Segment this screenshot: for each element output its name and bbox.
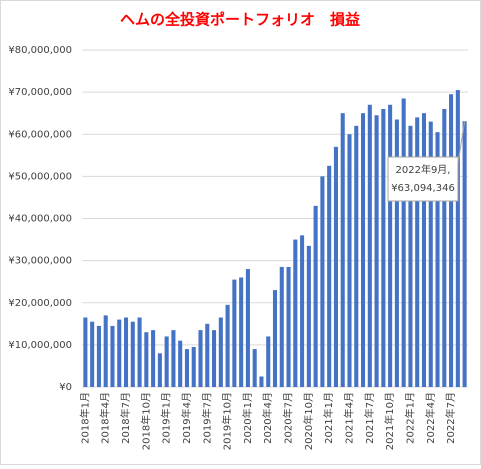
bar bbox=[198, 330, 203, 387]
x-tick-label: 2018年10月 bbox=[139, 392, 152, 450]
bar bbox=[123, 317, 129, 387]
bar bbox=[178, 340, 183, 387]
bar bbox=[110, 325, 115, 387]
x-tick-label: 2019年4月 bbox=[180, 392, 193, 444]
bar bbox=[320, 176, 325, 387]
x-tick-label: 2020年10月 bbox=[302, 392, 315, 450]
bar bbox=[96, 325, 101, 387]
x-tick-label: 2020年4月 bbox=[261, 392, 274, 444]
y-tick-label: ¥20,000,000 bbox=[8, 298, 72, 309]
bar bbox=[347, 134, 352, 387]
bar bbox=[117, 319, 122, 387]
y-tick-label: ¥70,000,000 bbox=[8, 87, 72, 98]
bar bbox=[259, 376, 264, 387]
bar bbox=[184, 349, 189, 387]
x-tick-label: 2019年7月 bbox=[200, 392, 213, 444]
bar bbox=[266, 336, 271, 387]
bar bbox=[462, 121, 467, 388]
bar bbox=[130, 321, 135, 387]
x-tick-label: 2022年4月 bbox=[424, 392, 437, 444]
y-tick-label: ¥50,000,000 bbox=[8, 171, 72, 182]
bar bbox=[232, 279, 237, 387]
bar bbox=[300, 235, 305, 387]
bar bbox=[455, 90, 460, 388]
bar bbox=[90, 321, 95, 387]
bar bbox=[401, 98, 406, 387]
bar bbox=[103, 315, 108, 387]
bar bbox=[191, 346, 196, 387]
bar bbox=[245, 269, 250, 387]
x-tick-label: 2020年7月 bbox=[282, 392, 295, 444]
x-tick-label: 2021年7月 bbox=[363, 392, 376, 444]
bar bbox=[164, 336, 169, 387]
bar bbox=[83, 317, 88, 387]
x-tick-label: 2019年1月 bbox=[160, 392, 173, 444]
x-tick-label: 2021年4月 bbox=[342, 392, 355, 444]
x-tick-label: 2018年1月 bbox=[78, 392, 91, 444]
y-tick-label: ¥0 bbox=[59, 382, 72, 393]
bar bbox=[327, 165, 332, 387]
x-tick-label: 2021年10月 bbox=[383, 392, 396, 450]
x-tick-label: 2018年7月 bbox=[119, 392, 132, 444]
bar bbox=[144, 332, 149, 387]
bar bbox=[340, 113, 345, 387]
bar bbox=[239, 277, 244, 387]
bar bbox=[279, 266, 284, 387]
bar bbox=[428, 121, 433, 388]
bar bbox=[449, 94, 454, 387]
bar bbox=[394, 119, 399, 387]
x-tick-label: 2018年4月 bbox=[99, 392, 112, 444]
bar bbox=[293, 239, 298, 387]
bar bbox=[421, 113, 427, 387]
callout-box bbox=[387, 156, 459, 202]
bar bbox=[306, 245, 311, 387]
bar bbox=[272, 290, 278, 387]
bar bbox=[151, 330, 156, 387]
bar bbox=[225, 304, 230, 387]
bar bbox=[442, 108, 447, 387]
bar bbox=[252, 349, 257, 387]
bar bbox=[361, 113, 366, 387]
bar bbox=[313, 205, 318, 387]
y-tick-label: ¥40,000,000 bbox=[8, 214, 72, 225]
bar bbox=[435, 132, 440, 387]
bar bbox=[367, 104, 372, 387]
bar bbox=[218, 317, 223, 387]
bar bbox=[212, 330, 217, 387]
bar bbox=[137, 317, 142, 387]
bar bbox=[354, 125, 359, 387]
bar bbox=[388, 104, 393, 387]
x-tick-label: 2021年1月 bbox=[322, 392, 335, 444]
bar bbox=[286, 266, 291, 387]
y-tick-label: ¥80,000,000 bbox=[8, 45, 72, 56]
callout-text: 2022年9月, bbox=[396, 163, 451, 176]
bar bbox=[381, 108, 386, 387]
bar bbox=[205, 323, 210, 387]
bar bbox=[374, 115, 379, 387]
y-tick-label: ¥10,000,000 bbox=[8, 340, 72, 351]
x-tick-label: 2022年1月 bbox=[403, 392, 416, 444]
bar bbox=[171, 330, 176, 387]
x-tick-label: 2020年1月 bbox=[241, 392, 254, 444]
y-tick-label: ¥30,000,000 bbox=[8, 256, 72, 267]
bar bbox=[415, 117, 420, 388]
y-tick-label: ¥60,000,000 bbox=[8, 129, 72, 140]
x-tick-label: 2022年7月 bbox=[444, 392, 457, 444]
x-tick-label: 2019年10月 bbox=[221, 392, 234, 450]
chart-title: ヘムの全投資ポートフォリオ 損益 bbox=[120, 11, 360, 29]
bar bbox=[157, 353, 162, 387]
bar bbox=[333, 146, 338, 387]
bar bbox=[408, 125, 413, 387]
callout-text: ¥63,094,346 bbox=[391, 183, 455, 194]
